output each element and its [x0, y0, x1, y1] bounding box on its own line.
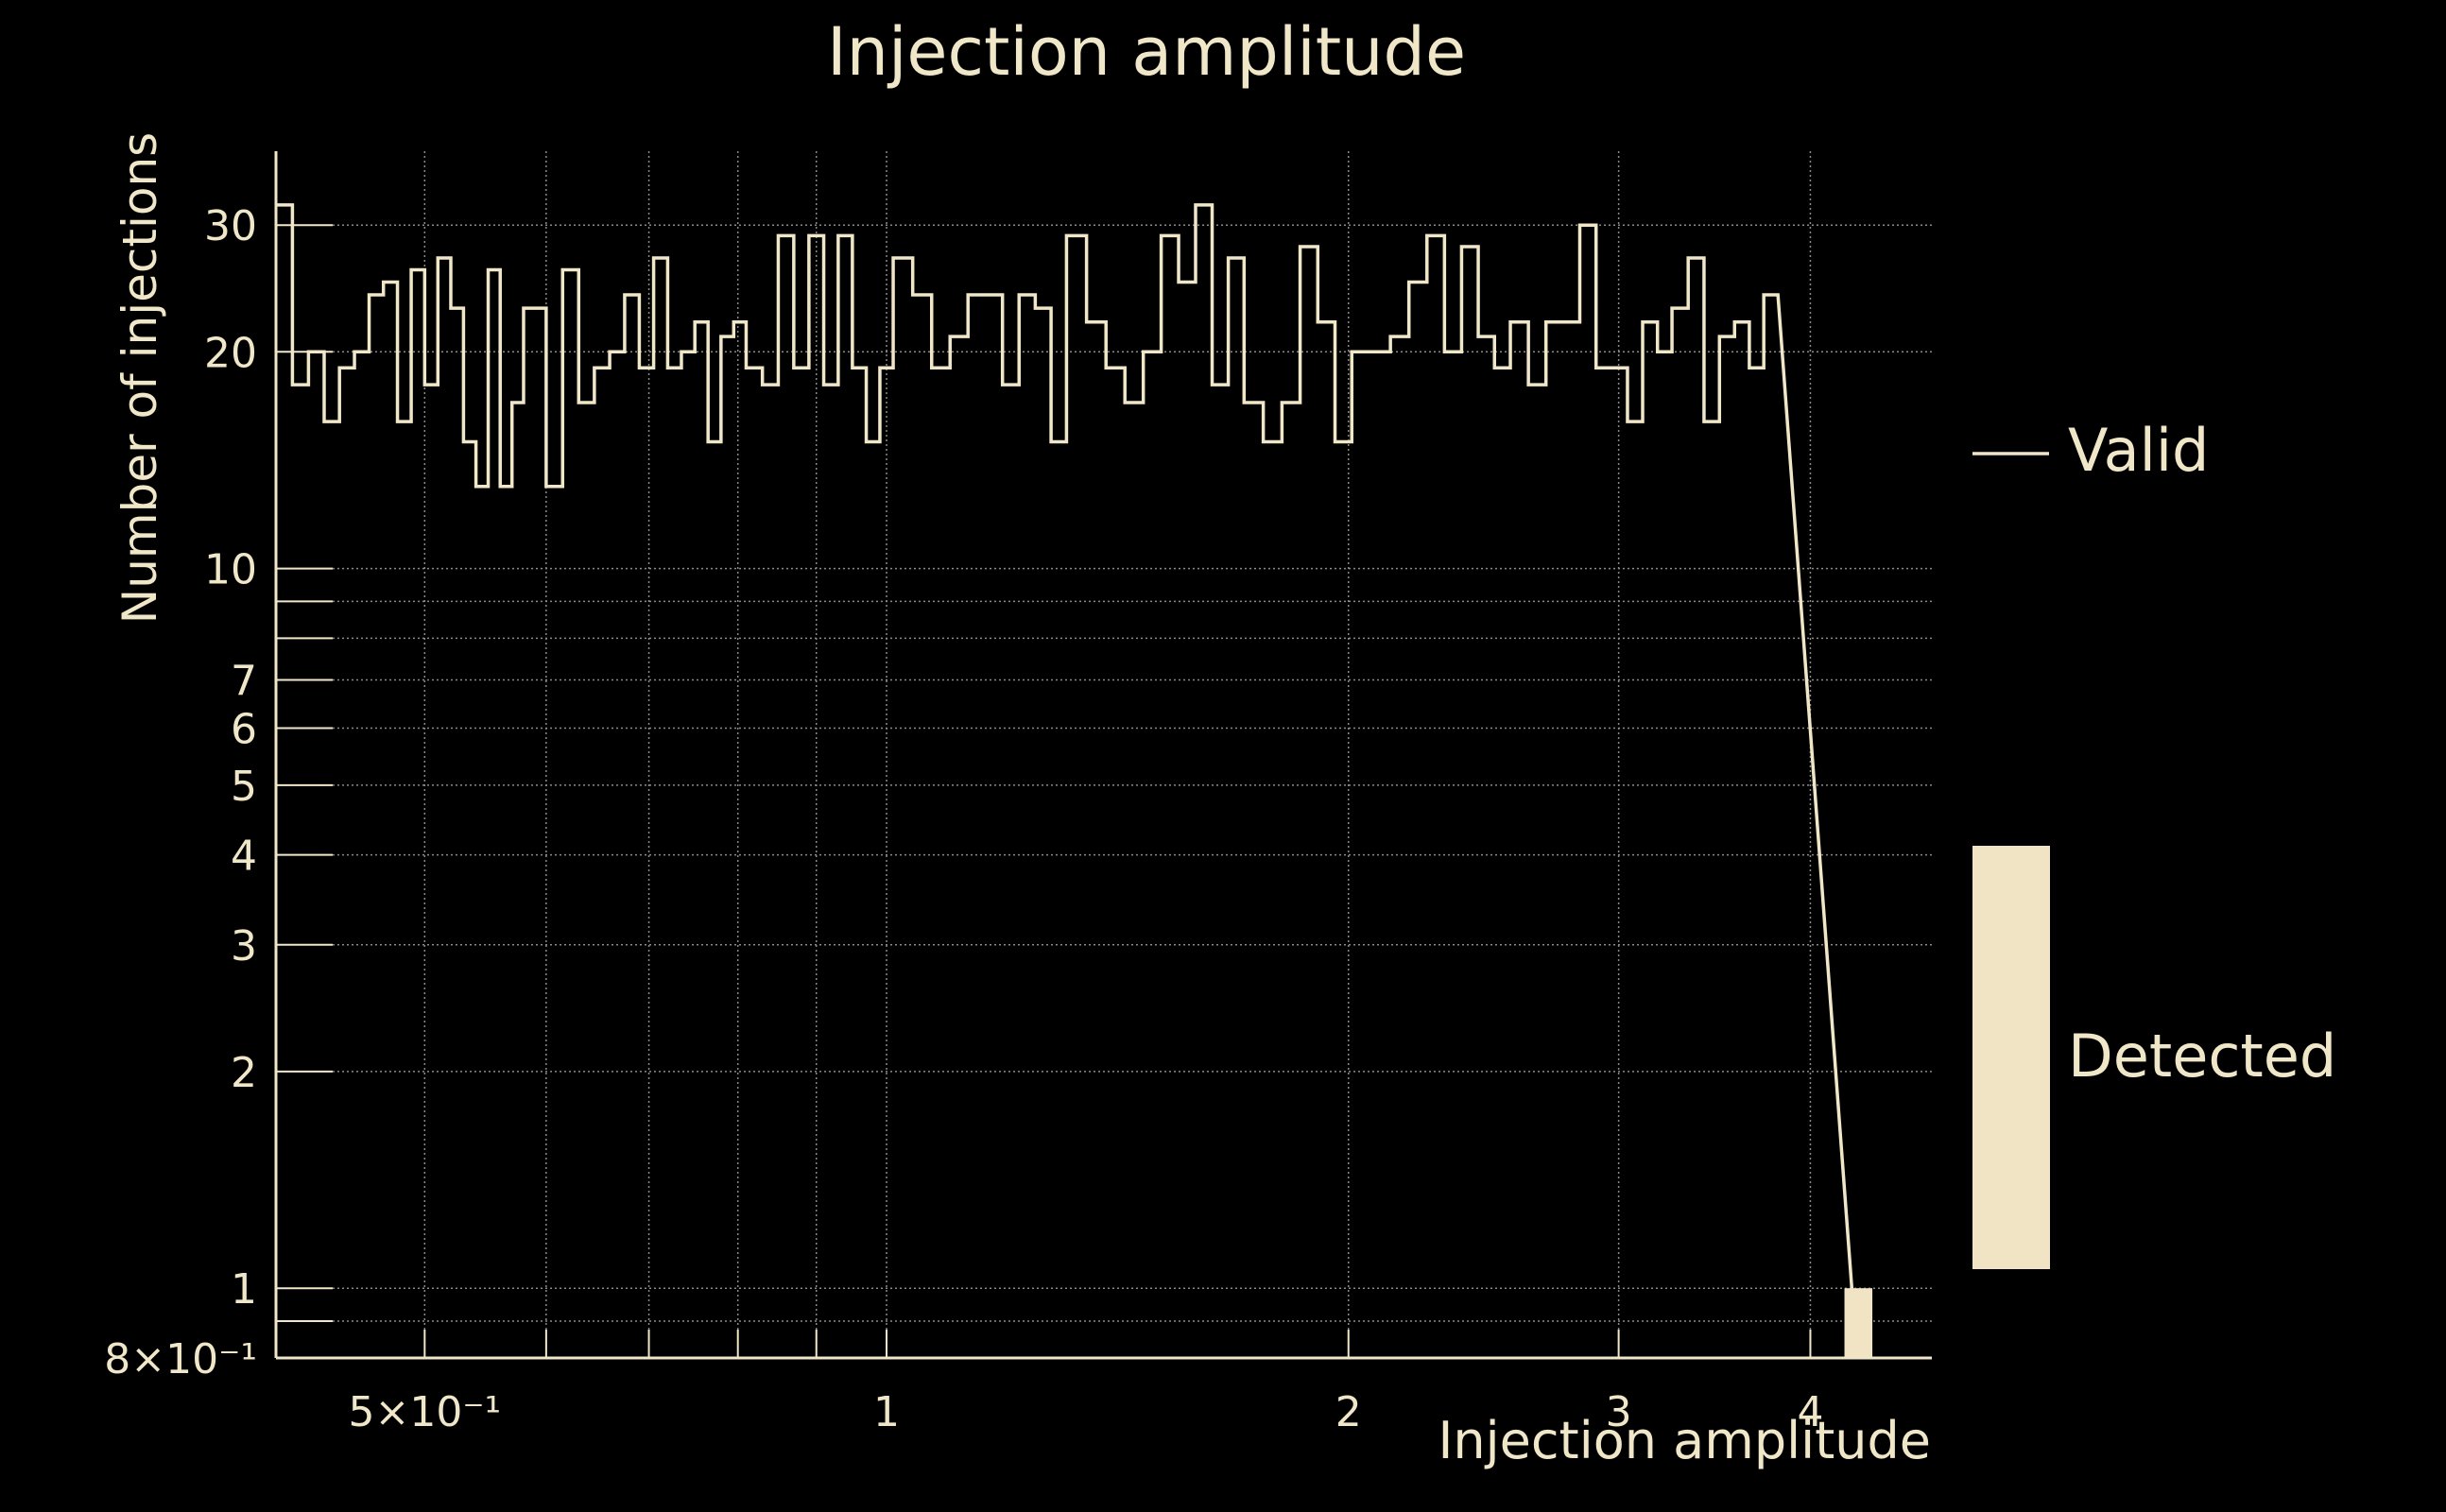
chart-title: Injection amplitude — [826, 13, 1467, 91]
axes — [274, 151, 1932, 1360]
series-valid — [276, 203, 1859, 1359]
y-tick-label: 5 — [231, 763, 257, 811]
x-tick-label: 5×10⁻¹ — [348, 1388, 501, 1436]
y-tick-label: 10 — [204, 546, 257, 594]
y-tick-label: 8×10⁻¹ — [104, 1335, 257, 1383]
y-tick-label: 4 — [231, 833, 257, 881]
x-axis-label: Injection amplitude — [1438, 1411, 1931, 1470]
y-tick-label: 7 — [231, 658, 257, 706]
grid-lines — [276, 151, 1932, 1358]
series-detected — [1844, 1288, 1873, 1358]
detected-bar — [1844, 1288, 1873, 1358]
y-tick-label: 2 — [231, 1049, 257, 1097]
legend-label-detected: Detected — [2068, 1022, 2337, 1091]
y-tick-label: 20 — [204, 329, 257, 377]
valid-step-line — [276, 203, 1859, 1359]
legend-label-valid: Valid — [2068, 416, 2210, 485]
legend-swatch-detected — [1972, 846, 2050, 1269]
y-tick-label: 6 — [231, 706, 257, 754]
x-tick-label: 2 — [1335, 1388, 1362, 1436]
y-tick-label: 1 — [231, 1265, 257, 1314]
y-tick-label: 30 — [204, 202, 257, 250]
x-tick-label: 1 — [873, 1388, 900, 1436]
x-tick-label: 3 — [1606, 1388, 1632, 1436]
tick-labels: 8×10⁻¹ 1 2 3 4 5 67 10 20 30 5×10⁻¹ 1 2 3 4 — [104, 202, 1823, 1436]
x-tick-label: 4 — [1797, 1388, 1823, 1436]
y-axis-label: Number of injections — [112, 131, 167, 625]
y-tick-label: 3 — [231, 922, 257, 971]
legend — [1972, 452, 2050, 1269]
